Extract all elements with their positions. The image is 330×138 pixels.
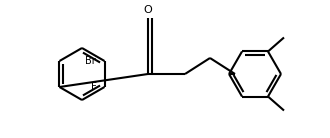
Text: F: F (90, 82, 96, 92)
Text: O: O (144, 5, 152, 15)
Text: Br: Br (85, 56, 96, 66)
